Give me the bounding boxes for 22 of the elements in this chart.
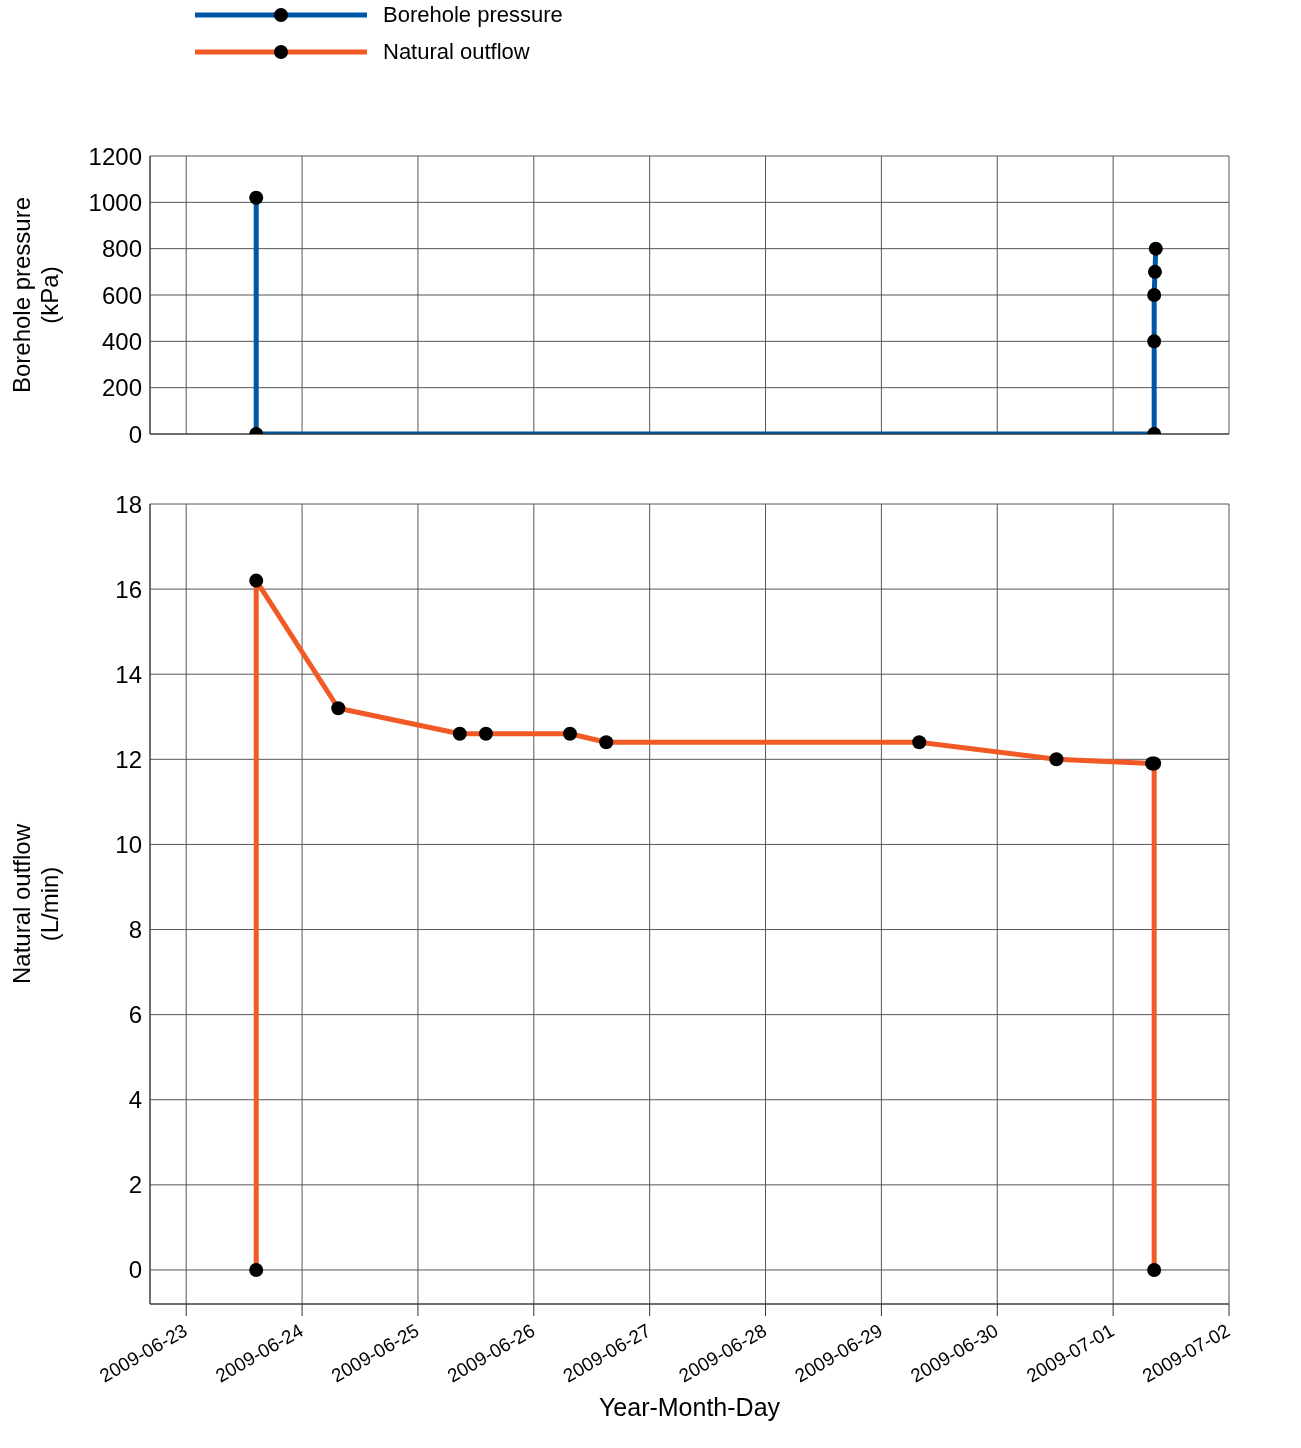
y-tick-label: 18 (115, 490, 142, 518)
text: Borehole pressure (383, 2, 563, 28)
y-tick-label: 0 (128, 1256, 142, 1284)
y-tick-label: 1000 (88, 188, 142, 216)
y-tick-label: 800 (101, 235, 142, 263)
y-tick-label: 12 (115, 745, 142, 773)
y-tick-label: 2 (128, 1171, 142, 1199)
y-tick-label: 1200 (88, 142, 142, 170)
text: Natural outflow (383, 39, 530, 65)
y-tick-label: 4 (128, 1086, 142, 1114)
y-tick-label: 600 (101, 281, 142, 309)
y-tick-label: 6 (128, 1001, 142, 1029)
x-axis-title: Year-Month-Day (598, 1393, 781, 1421)
y-tick-label: 8 (128, 916, 142, 944)
y-tick-label: 10 (115, 830, 142, 858)
y-tick-label: 200 (101, 374, 142, 402)
y-axis-title: Natural outflow (L/min) (8, 823, 63, 985)
y-axis-title: Borehole pressure (kPa) (8, 196, 63, 394)
y-tick-label: 14 (115, 660, 142, 688)
y-tick-label: 16 (115, 575, 142, 603)
y-tick-label: 400 (101, 327, 142, 355)
y-tick-label: 0 (128, 420, 142, 448)
